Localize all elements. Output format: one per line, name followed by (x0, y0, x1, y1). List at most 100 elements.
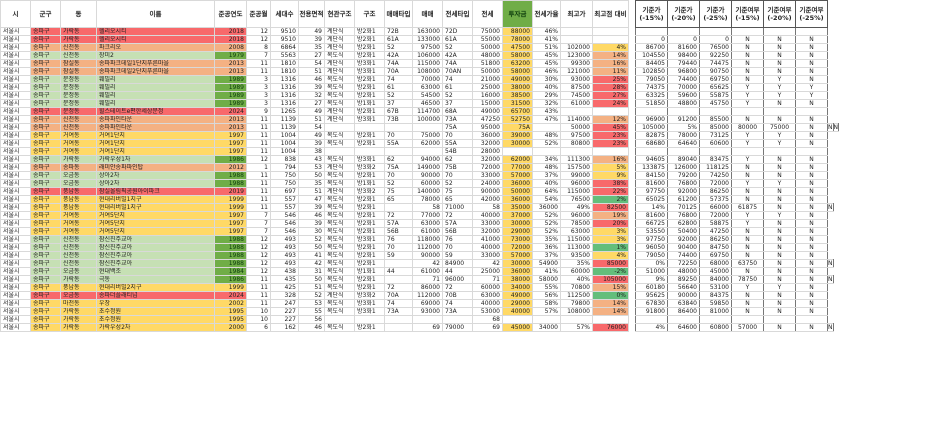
table-cell[interactable]: 227 (270, 315, 299, 324)
table-cell[interactable]: 55 (298, 307, 325, 316)
table-cell[interactable]: 56B (384, 227, 413, 236)
table-cell[interactable]: N (763, 219, 796, 228)
table-cell[interactable]: 32% (532, 99, 561, 108)
table-cell[interactable]: 39 (298, 139, 325, 148)
table-cell[interactable]: 가락동 (60, 323, 97, 332)
table-cell[interactable]: 50000 (472, 67, 503, 76)
table-cell[interactable]: 74 (442, 75, 473, 84)
table-cell[interactable]: 82875 (635, 131, 668, 140)
table-cell[interactable]: 복도식 (324, 227, 355, 236)
table-cell[interactable]: 55A (442, 139, 473, 148)
table-cell[interactable]: 60600 (699, 139, 732, 148)
table-cell[interactable]: 현대백조 (96, 267, 215, 276)
table-cell[interactable]: 계단식 (324, 67, 355, 76)
table-cell[interactable] (412, 147, 443, 156)
table-cell[interactable]: 15% (592, 283, 629, 292)
table-cell[interactable]: 74 (442, 299, 473, 308)
table-cell[interactable]: 93000 (560, 75, 593, 84)
table-cell[interactable]: 58 (412, 203, 443, 212)
table-cell[interactable]: 1988 (214, 179, 247, 188)
table-cell[interactable]: 10 (246, 307, 271, 316)
table-cell[interactable]: 73A (384, 307, 413, 316)
table-cell[interactable] (560, 35, 593, 44)
table-cell[interactable]: 75A (502, 123, 533, 132)
column-header[interactable]: 기준여부 (-15%) (731, 0, 764, 28)
table-cell[interactable]: 1139 (270, 115, 299, 124)
table-cell[interactable]: 61 (442, 83, 473, 92)
table-cell[interactable]: 61875 (731, 203, 764, 212)
table-cell[interactable]: 68680 (635, 139, 668, 148)
table-cell[interactable]: N (795, 131, 828, 140)
table-cell[interactable]: 잠신진주교아 (96, 243, 215, 252)
table-cell[interactable] (731, 107, 764, 116)
table-cell[interactable]: 방1화1 (354, 99, 385, 108)
table-cell[interactable]: 69 (472, 323, 503, 332)
table-cell[interactable]: 서울시 (0, 179, 31, 188)
table-cell[interactable]: 문정동 (60, 99, 97, 108)
table-cell[interactable]: 76000 (592, 323, 629, 332)
table-cell[interactable]: 서울시 (0, 123, 31, 132)
table-cell[interactable]: 1988 (214, 171, 247, 180)
table-cell[interactable]: 신천동 (60, 51, 97, 60)
table-cell[interactable]: 50000 (560, 123, 593, 132)
table-cell[interactable]: 서울시 (0, 219, 31, 228)
table-cell[interactable]: 30000 (502, 139, 533, 148)
table-cell[interactable]: 30 (298, 227, 325, 236)
table-cell[interactable]: 거여동 (60, 139, 97, 148)
table-cell[interactable]: 거여1단지 (96, 131, 215, 140)
table-cell[interactable]: 126000 (667, 163, 700, 172)
table-cell[interactable] (324, 147, 355, 156)
table-cell[interactable]: 57A (442, 219, 473, 228)
table-cell[interactable]: 16% (592, 155, 629, 164)
table-cell[interactable]: 58000 (502, 67, 533, 76)
table-cell[interactable]: 방3화1 (354, 235, 385, 244)
table-cell[interactable]: 115000 (560, 187, 593, 196)
table-cell[interactable] (699, 27, 732, 36)
table-cell[interactable]: 방2화1 (354, 219, 385, 228)
table-cell[interactable]: 62 (442, 155, 473, 164)
table-cell[interactable]: 송파구 (30, 275, 61, 284)
table-cell[interactable]: 송파구 (30, 299, 61, 308)
table-cell[interactable]: 94000 (412, 155, 443, 164)
table-cell[interactable]: N (795, 227, 828, 236)
table-cell[interactable]: 송파파크데일1단지푸른마을 (96, 59, 215, 68)
table-cell[interactable]: Y (763, 283, 796, 292)
table-cell[interactable]: 방3화1 (354, 155, 385, 164)
table-cell[interactable]: 72000 (502, 243, 533, 252)
table-cell[interactable]: 64% (532, 187, 561, 196)
table-cell[interactable]: N (731, 163, 764, 172)
table-cell[interactable]: 송파구 (30, 59, 61, 68)
table-cell[interactable]: 훼밀리 (96, 99, 215, 108)
table-cell[interactable]: 30000 (502, 259, 533, 268)
table-cell[interactable]: 송파구 (30, 67, 61, 76)
table-cell[interactable]: 69750 (699, 251, 732, 260)
table-cell[interactable]: 60000 (472, 283, 503, 292)
table-cell[interactable]: 1979 (214, 51, 247, 60)
table-cell[interactable] (763, 147, 796, 156)
table-cell[interactable]: 57000 (502, 171, 533, 180)
table-cell[interactable]: 63200 (502, 59, 533, 68)
table-cell[interactable] (384, 123, 413, 132)
table-cell[interactable]: 157500 (560, 163, 593, 172)
table-cell[interactable]: Y (731, 131, 764, 140)
table-cell[interactable]: 74A (384, 59, 413, 68)
table-cell[interactable]: 105000 (592, 275, 629, 284)
table-cell[interactable]: 38000 (502, 275, 533, 284)
table-cell[interactable]: 복도식 (324, 195, 355, 204)
table-cell[interactable]: 62 (384, 155, 413, 164)
table-cell[interactable]: 복도식 (324, 219, 355, 228)
table-cell[interactable]: 42000 (472, 195, 503, 204)
table-cell[interactable]: 43% (532, 107, 561, 116)
table-cell[interactable]: 78750 (731, 275, 764, 284)
table-cell[interactable]: 33000 (472, 251, 503, 260)
table-cell[interactable]: 79000 (442, 323, 473, 332)
table-cell[interactable]: 47 (298, 195, 325, 204)
table-cell[interactable]: 52% (532, 211, 561, 220)
table-cell[interactable]: 서울시 (0, 323, 31, 332)
table-cell[interactable]: 34000 (502, 283, 533, 292)
table-cell[interactable]: 7 (246, 211, 271, 220)
table-cell[interactable]: 54500 (412, 91, 443, 100)
table-cell[interactable]: 81600 (635, 179, 668, 188)
table-cell[interactable]: 잠신진주교아 (96, 259, 215, 268)
table-cell[interactable]: 1316 (270, 99, 299, 108)
